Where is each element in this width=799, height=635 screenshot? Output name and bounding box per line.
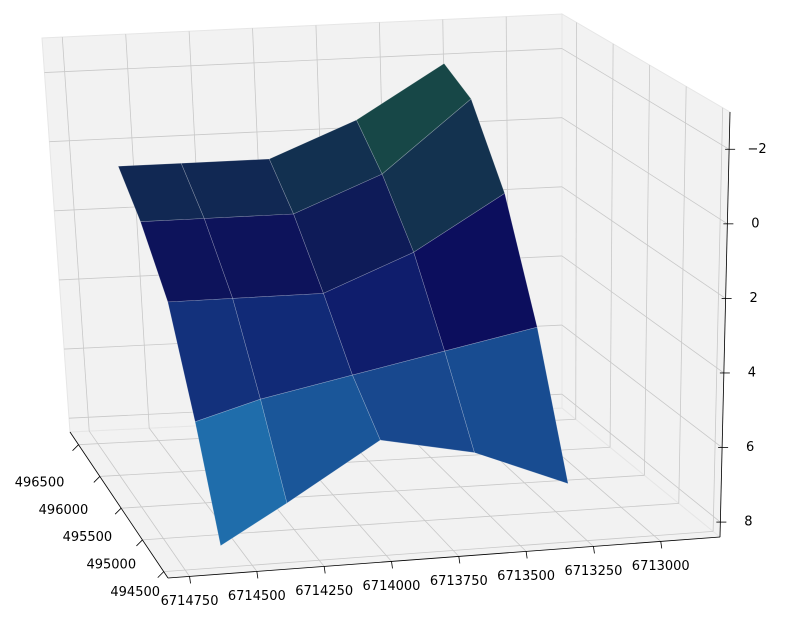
tick-mark	[93, 476, 101, 483]
tick-mark	[72, 444, 79, 451]
z-tick-label: 2	[749, 291, 757, 306]
z-tick-label: 0	[751, 216, 759, 231]
tick-mark	[458, 556, 461, 564]
y-tick-label: 6714750	[161, 594, 219, 609]
grid-line	[644, 65, 651, 476]
grid-line	[678, 86, 687, 504]
tick-mark	[593, 546, 595, 554]
x-tick-label: 494500	[110, 585, 160, 600]
grid-line	[561, 186, 726, 299]
tick-mark	[189, 576, 191, 584]
grid-line	[44, 48, 563, 73]
grid-line	[561, 255, 725, 374]
x-tick-label: 496000	[39, 503, 89, 518]
surface-cell	[140, 218, 234, 303]
z-tick-label: 8	[744, 515, 752, 530]
surface-cell	[194, 398, 288, 547]
y-tick-label: 6713000	[632, 559, 690, 574]
x-tick-label: 495500	[63, 530, 113, 545]
grid-line	[561, 48, 730, 150]
y-tick-label: 6713750	[430, 574, 488, 589]
y-tick-label: 6713500	[497, 569, 555, 584]
grid-line	[575, 22, 578, 420]
grid-line	[609, 43, 614, 448]
z-tick-label: 4	[748, 365, 756, 380]
y-axis-line	[167, 536, 721, 579]
y-tick-label: 6714250	[295, 584, 353, 599]
grid-line	[88, 430, 190, 577]
grid-line	[125, 34, 150, 429]
x-axis-line	[69, 431, 169, 579]
grid-line	[561, 393, 721, 523]
tick-mark	[136, 539, 143, 547]
z-axis-line	[719, 111, 731, 538]
tick-mark	[114, 507, 122, 515]
z-tick-label: −2	[748, 142, 767, 157]
tick-mark	[525, 551, 528, 559]
grid-line	[121, 474, 645, 509]
tick-mark	[391, 561, 393, 569]
grid-line	[163, 530, 714, 573]
grid-line	[561, 117, 728, 225]
grid-line	[61, 37, 90, 432]
grid-line	[712, 107, 724, 532]
tick-mark	[256, 571, 259, 579]
x-tick-label: 495000	[86, 558, 136, 573]
z-tick-label: 6	[746, 440, 754, 455]
grid-line	[561, 324, 723, 448]
tick-mark	[157, 571, 165, 578]
tick-mark	[323, 566, 326, 574]
y-tick-label: 6714500	[228, 589, 286, 604]
y-tick-label: 6714000	[363, 579, 421, 594]
grid-line	[148, 427, 258, 572]
x-tick-label: 496500	[15, 475, 65, 490]
y-tick-label: 6713250	[564, 564, 622, 579]
tick-mark	[660, 541, 663, 549]
